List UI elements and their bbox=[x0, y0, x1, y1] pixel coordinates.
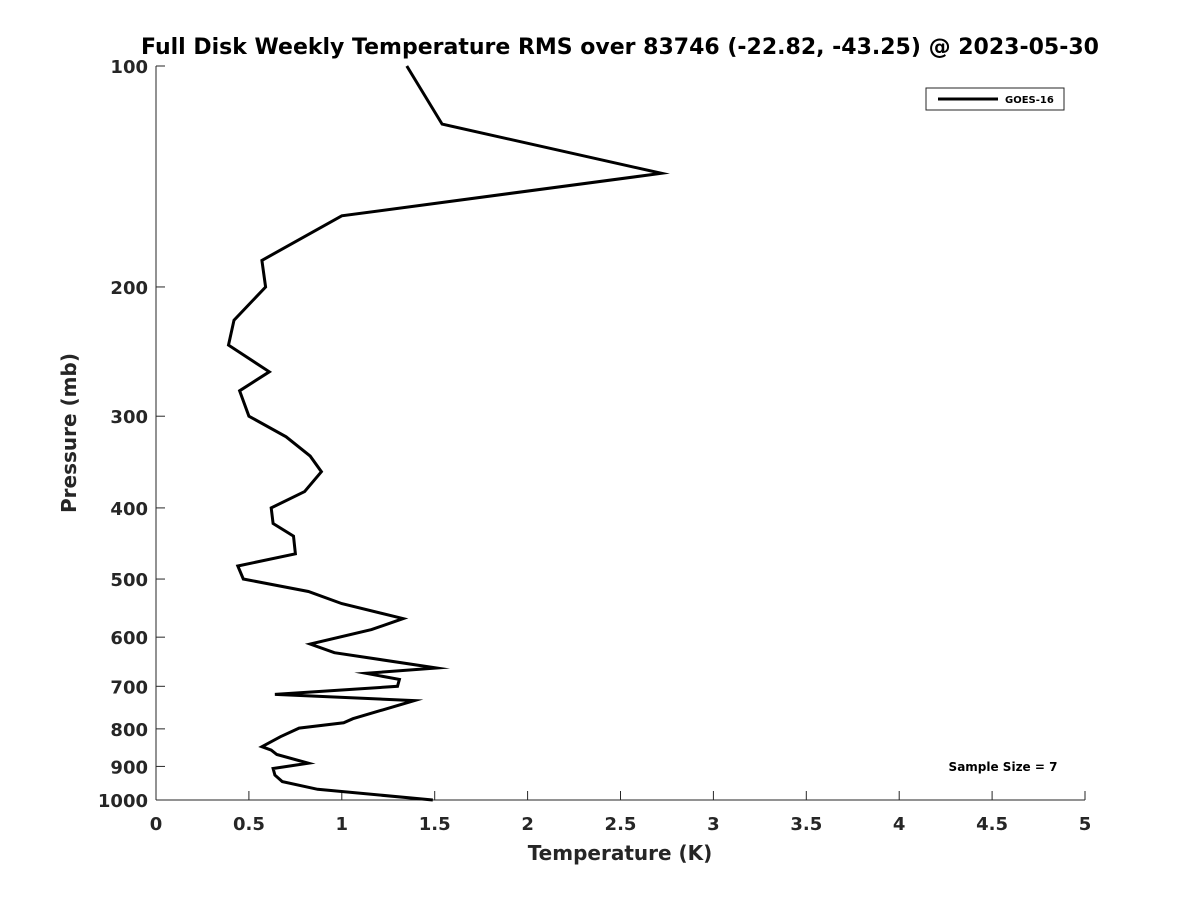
x-tick-label: 1 bbox=[336, 814, 349, 835]
x-tick-label: 0 bbox=[150, 814, 163, 835]
y-tick-label: 600 bbox=[110, 628, 148, 649]
y-tick-label: 1000 bbox=[98, 791, 148, 812]
y-ticks: 100 200 300 400 500 600 700 800 900 1000 bbox=[98, 57, 165, 812]
legend-label-goes-16: GOES-16 bbox=[1005, 95, 1054, 106]
y-tick-label: 800 bbox=[110, 720, 148, 741]
y-tick-label: 300 bbox=[110, 407, 148, 428]
legend: GOES-16 bbox=[925, 87, 1065, 111]
y-tick-label: 700 bbox=[110, 677, 148, 698]
chart-title: Full Disk Weekly Temperature RMS over 83… bbox=[141, 35, 1099, 60]
x-tick-label: 2.5 bbox=[605, 814, 637, 835]
y-tick-label: 400 bbox=[110, 499, 148, 520]
y-axis-label: Pressure (mb) bbox=[57, 353, 81, 513]
y-tick-label: 500 bbox=[110, 570, 148, 591]
x-tick-label: 4.5 bbox=[976, 814, 1008, 835]
x-tick-label: 3.5 bbox=[790, 814, 822, 835]
x-tick-label: 3 bbox=[707, 814, 720, 835]
x-tick-label: 1.5 bbox=[419, 814, 451, 835]
x-tick-label: 4 bbox=[893, 814, 906, 835]
series-line-goes-16 bbox=[226, 65, 670, 802]
x-axis-label: Temperature (K) bbox=[528, 841, 713, 865]
y-tick-label: 200 bbox=[110, 278, 148, 299]
y-tick-label: 900 bbox=[110, 757, 148, 778]
y-tick-label: 100 bbox=[110, 57, 148, 78]
series-layer bbox=[226, 65, 670, 802]
x-ticks: 0 0.5 1 1.5 2 2.5 3 3.5 4 4.5 5 bbox=[150, 791, 1092, 835]
x-tick-label: 2 bbox=[521, 814, 534, 835]
x-tick-label: 5 bbox=[1079, 814, 1092, 835]
sample-size-annotation: Sample Size = 7 bbox=[949, 760, 1058, 774]
x-tick-label: 0.5 bbox=[233, 814, 265, 835]
